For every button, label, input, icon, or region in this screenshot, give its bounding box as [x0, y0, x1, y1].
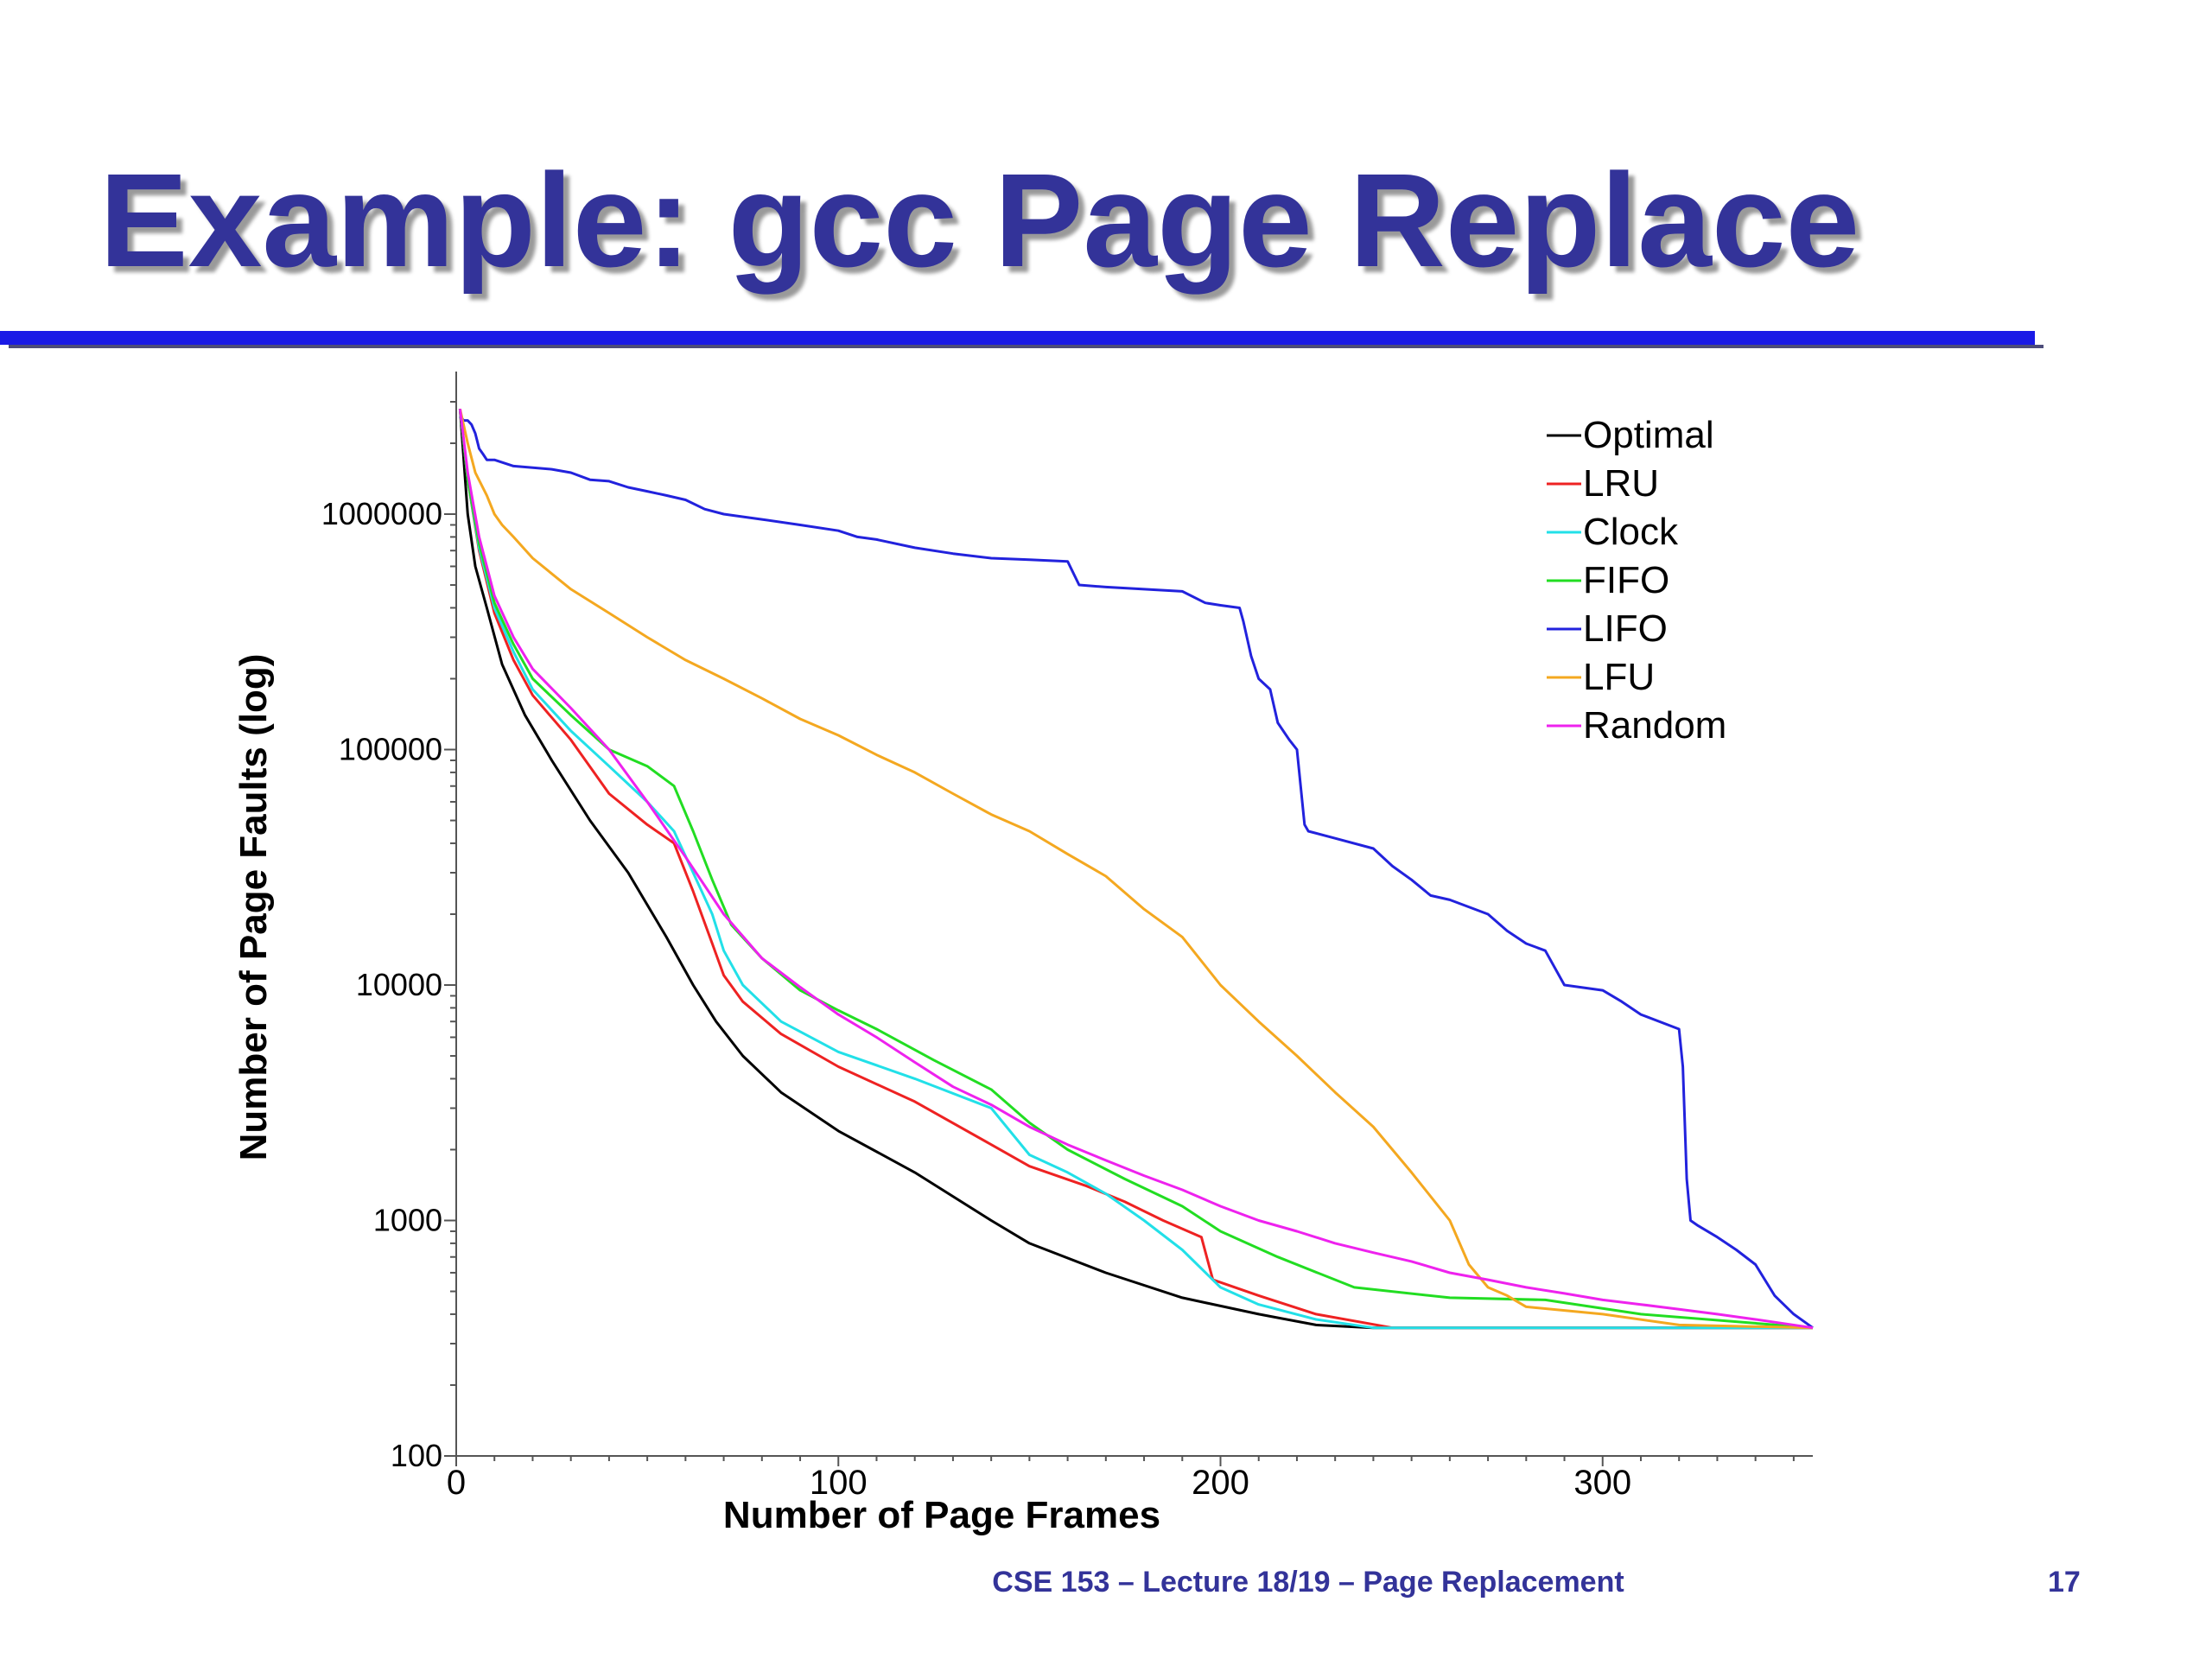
x-tick-label: 300 — [1573, 1464, 1631, 1502]
x-axis-title: Number of Page Frames — [723, 1494, 1160, 1536]
y-tick-label: 1000 — [373, 1203, 442, 1238]
y-tick-label: 10000 — [356, 967, 442, 1002]
y-tick-label: 1000000 — [321, 496, 442, 531]
series-line-random — [458, 409, 1814, 1330]
y-tick-label: 100 — [391, 1438, 442, 1473]
legend: Optimal LRU Clock FIFO LIFO LFU Random — [1547, 414, 1726, 747]
legend-entry: FIFO — [1583, 559, 1669, 601]
series-line-optimal — [458, 409, 1813, 1330]
legend-entry: Clock — [1583, 511, 1679, 553]
slide-title: Example: gcc Page Replace — [99, 146, 1860, 295]
slide-footer: CSE 153 – Lecture 18/19 – Page Replaceme… — [992, 1566, 1624, 1599]
title-underline — [0, 331, 2035, 345]
y-tick-label: 100000 — [339, 732, 442, 767]
x-tick-label: 0 — [447, 1464, 466, 1502]
series-line-lfu — [458, 408, 1814, 1330]
series-line-lifo — [459, 415, 1814, 1329]
legend-entry: LFU — [1583, 656, 1655, 698]
y-axis-title: Number of Page Faults (log) — [232, 654, 275, 1161]
series-line-clock — [458, 409, 1813, 1330]
legend-entry: Optimal — [1583, 414, 1714, 456]
x-tick-label: 100 — [810, 1464, 868, 1502]
series-lines — [458, 408, 1814, 1330]
legend-entry: LIFO — [1583, 607, 1668, 650]
legend-entry: Random — [1583, 704, 1726, 747]
slide-page-number: 17 — [2048, 1566, 2081, 1599]
x-tick-label: 200 — [1192, 1464, 1249, 1502]
title-underline-shadow — [9, 345, 2044, 348]
series-line-lru — [458, 409, 1813, 1330]
legend-entry: LRU — [1583, 462, 1659, 505]
